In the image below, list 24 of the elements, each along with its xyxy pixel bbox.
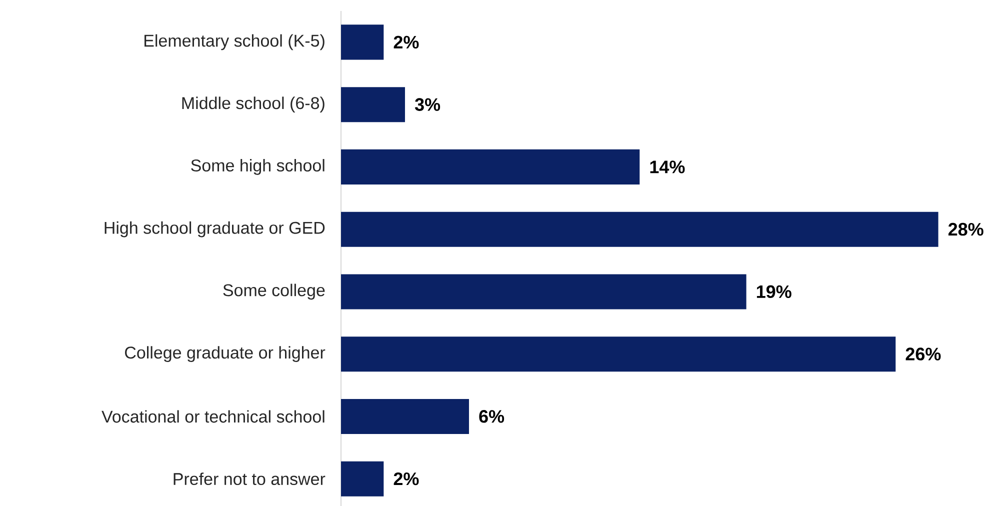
bar: [341, 87, 405, 122]
y-tick-label: College graduate or higher: [125, 346, 326, 362]
y-tick-label: Elementary school (K-5): [144, 34, 324, 50]
y-tick-label: Some high school: [191, 159, 324, 175]
data-label: 26%: [906, 348, 941, 360]
y-tick-label: Middle school (6-8): [182, 96, 324, 112]
y-tick-label: High school graduate or GED: [104, 221, 325, 238]
bar: [341, 24, 384, 60]
bar: [341, 274, 746, 310]
bar: [341, 398, 469, 434]
bar: [341, 212, 938, 247]
data-label: 2%: [394, 472, 419, 486]
y-tick-label: Prefer not to answer: [174, 472, 326, 486]
data-label: 14%: [650, 160, 685, 174]
data-label: 2%: [394, 36, 419, 49]
y-tick-label: Vocational or technical school: [102, 410, 324, 423]
bar: [341, 461, 384, 496]
data-label: 19%: [756, 285, 792, 298]
y-tick-label: Some college: [223, 284, 325, 300]
data-label: 28%: [948, 222, 984, 236]
data-label: 6%: [479, 410, 504, 423]
bar: [341, 336, 896, 372]
bar: [341, 149, 640, 184]
data-label: 3%: [414, 98, 440, 111]
